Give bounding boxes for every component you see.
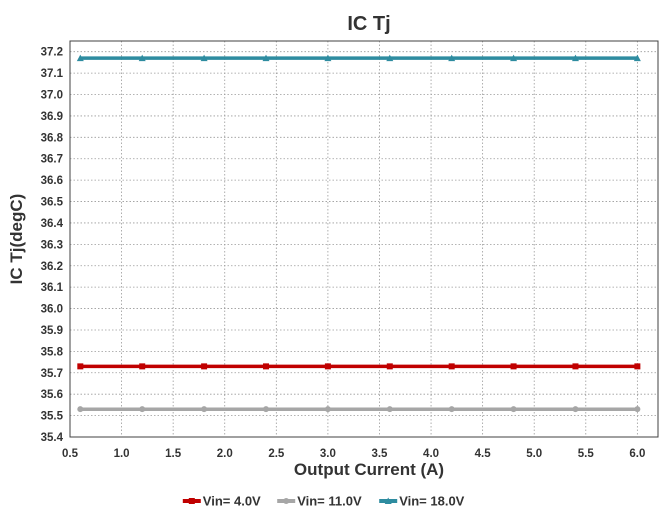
data-point — [448, 406, 455, 413]
y-tick-label: 36.6 — [41, 175, 63, 187]
x-tick-label: 1.0 — [114, 448, 130, 460]
data-point — [263, 363, 269, 370]
y-tick-label: 36.8 — [41, 132, 64, 144]
y-tick-label: 36.3 — [41, 239, 63, 251]
data-point — [633, 54, 641, 62]
x-tick-label: 4.5 — [475, 448, 492, 460]
series-3 — [76, 54, 641, 62]
series-1 — [77, 363, 641, 370]
y-tick-label: 37.0 — [41, 90, 63, 102]
x-tick-label: 0.5 — [62, 448, 79, 460]
data-point — [77, 363, 84, 370]
data-point — [448, 54, 456, 62]
legend-item: Vin= 18.0V — [379, 494, 465, 509]
x-tick-label: 6.0 — [629, 448, 645, 460]
data-point — [201, 363, 208, 370]
y-tick-label: 36.1 — [41, 282, 64, 294]
legend-label: Vin= 11.0V — [297, 494, 362, 509]
y-tick-label: 35.4 — [41, 432, 64, 444]
x-tick-label: 5.5 — [578, 448, 595, 460]
data-point — [572, 406, 579, 413]
y-tick-label: 37.1 — [41, 68, 64, 80]
data-point — [201, 406, 208, 413]
x-tick-label: 4.0 — [423, 448, 439, 460]
y-tick-label: 36.0 — [41, 304, 63, 316]
y-tick-label: 37.2 — [41, 47, 63, 59]
data-point — [263, 406, 269, 413]
data-point — [386, 363, 393, 370]
y-tick-label: 35.5 — [41, 411, 64, 423]
data-point — [324, 363, 331, 370]
legend-item: Vin= 11.0V — [277, 494, 362, 509]
data-point — [634, 363, 641, 370]
x-tick-label: 2.0 — [217, 448, 233, 460]
x-tick-label: 1.5 — [165, 448, 182, 460]
legend-label: Vin= 18.0V — [399, 494, 464, 509]
y-tick-label: 36.5 — [41, 197, 64, 209]
data-point — [324, 54, 332, 62]
legend-marker — [384, 497, 392, 504]
legend-marker — [188, 498, 195, 504]
data-point — [386, 54, 394, 62]
data-point — [200, 54, 208, 62]
y-tick-label: 35.9 — [41, 325, 63, 337]
series-group — [76, 54, 641, 413]
legend: Vin= 4.0V Vin= 11.0V Vin= 18.0V — [182, 494, 465, 509]
plot-area — [69, 40, 659, 438]
data-point — [510, 406, 517, 413]
legend-item: Vin= 4.0V — [182, 494, 261, 509]
data-point — [139, 406, 146, 413]
y-tick-label: 35.7 — [41, 368, 63, 380]
y-tick-label: 36.7 — [41, 154, 63, 166]
y-tick-label: 36.4 — [41, 218, 64, 230]
chart-title: IC Tj — [347, 13, 390, 35]
data-point — [324, 406, 331, 413]
data-point — [510, 363, 517, 370]
data-point — [572, 363, 579, 370]
data-point — [571, 54, 579, 62]
legend-marker — [283, 498, 290, 504]
y-axis-label: IC Tj(degC) — [7, 194, 26, 285]
grid — [69, 41, 658, 438]
data-point — [138, 54, 146, 62]
legend-label: Vin= 4.0V — [203, 494, 261, 509]
data-point — [634, 406, 641, 413]
x-tick-label: 3.5 — [371, 448, 388, 460]
data-point — [139, 363, 146, 370]
series-2 — [77, 406, 641, 413]
y-axis-ticks: 35.4 35.5 35.6 35.7 35.8 35.9 36.0 36.1 36.2 36.3… — [41, 47, 64, 444]
data-point — [510, 54, 518, 62]
x-tick-label: 5.0 — [526, 448, 542, 460]
x-tick-label: 2.5 — [268, 448, 285, 460]
x-axis-ticks: 0.5 1.0 1.5 2.0 2.5 3.0 3.5 4.0 4.5 5.0 5.5 6.0 — [62, 448, 645, 460]
data-point — [76, 54, 84, 62]
data-point — [77, 406, 84, 413]
x-tick-label: 3.0 — [320, 448, 336, 460]
data-point — [386, 406, 393, 413]
data-point — [448, 363, 455, 370]
y-tick-label: 35.8 — [41, 346, 64, 358]
y-tick-label: 36.9 — [41, 111, 63, 123]
y-tick-label: 35.6 — [41, 389, 63, 401]
y-tick-label: 36.2 — [41, 261, 63, 273]
x-axis-label: Output Current (A) — [294, 460, 444, 479]
data-point — [262, 54, 270, 62]
